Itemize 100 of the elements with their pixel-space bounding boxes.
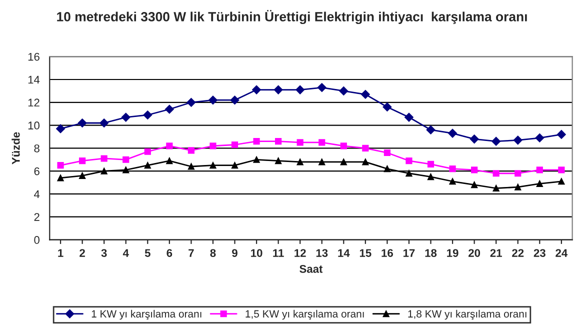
point [79,157,86,164]
x-tick-label: 16 [382,249,393,257]
point [471,182,478,188]
x-tick-label: 22 [512,249,524,257]
point [470,134,479,144]
x-tick-label: 5 [144,249,150,257]
legend-label: 1 KW yı karşılama oranı [92,310,202,320]
y-tick-label: 6 [34,167,40,176]
point [100,155,108,162]
point [166,142,173,150]
point [340,158,347,166]
x-tick-label: 8 [210,249,216,257]
point [362,158,369,166]
point [427,160,434,168]
x-tick-label: 21 [490,249,502,257]
y-axis-title: Yüzde [12,132,20,164]
point [122,156,130,163]
point [406,157,412,164]
point [362,144,369,152]
point [144,162,151,169]
point [536,166,543,174]
point [230,96,240,105]
x-tick-label: 14 [338,249,350,257]
point [231,141,238,148]
x-tick-label: 15 [360,249,372,257]
x-tick-label: 20 [468,249,480,257]
legend-label: 1,5 KW yı karşılama oranı [246,310,364,320]
point [56,124,65,134]
point [275,138,282,145]
point [57,162,64,169]
x-tick-label: 11 [273,249,284,257]
x-tick-label: 9 [232,249,238,257]
point [252,85,261,94]
point [360,90,370,99]
point [492,136,501,146]
point [492,170,500,177]
point [556,130,566,139]
point [558,178,565,185]
y-tick-label: 0 [34,236,40,244]
x-tick-label: 3 [101,249,107,257]
point [275,157,282,164]
x-tick-label: 13 [316,249,328,257]
point [210,162,216,169]
point [384,149,390,156]
point [318,139,326,146]
point [143,110,152,120]
y-tick-label: 14 [28,76,40,84]
point [339,86,348,96]
point [384,165,390,172]
point [449,165,456,172]
x-tick-label: 12 [294,249,306,257]
x-tick-label: 1 [58,249,64,257]
y-tick-label: 2 [34,213,40,221]
point [121,112,130,122]
point [231,162,238,169]
point [57,174,64,182]
x-tick-label: 18 [425,249,437,257]
x-tick-label: 17 [404,249,415,257]
point [471,166,478,174]
point [253,138,260,145]
point [426,125,436,134]
y-tick-label: 16 [28,52,40,61]
point [79,172,86,179]
x-tick-label: 23 [534,249,546,257]
y-tick-label: 4 [34,190,40,198]
point [188,163,194,170]
legend-label: 1,8 KW yı karşılama oranı [408,310,526,320]
x-tick-label: 4 [122,249,129,257]
point [100,118,109,128]
point [253,156,260,163]
point [186,98,196,107]
point [122,166,130,174]
point [449,178,456,185]
point [208,96,218,105]
point [514,184,522,190]
point [296,158,304,166]
x-axis-title: Saat [300,264,323,273]
point [406,170,412,177]
point [318,158,326,166]
point [514,170,522,177]
x-tick-label: 19 [447,249,458,257]
y-tick-label: 8 [34,144,40,152]
point [558,166,565,174]
point [535,133,544,142]
chart-title: 10 metredeki 3300 W lik Türbinin Ürettigi Elektrigin ihtiyacı karşılama oranı [57,10,527,24]
point [296,139,304,146]
point [144,148,151,155]
y-tick-label: 12 [28,98,40,106]
point [210,142,216,150]
point [317,83,326,92]
x-tick-label: 10 [251,249,262,257]
point [404,112,414,122]
point [100,168,108,174]
y-tick-label: 10 [28,122,40,130]
x-tick-label: 6 [166,249,172,257]
point [340,142,347,150]
point [274,85,283,94]
x-tick-label: 7 [188,249,194,257]
point [188,147,194,154]
point [536,180,543,187]
